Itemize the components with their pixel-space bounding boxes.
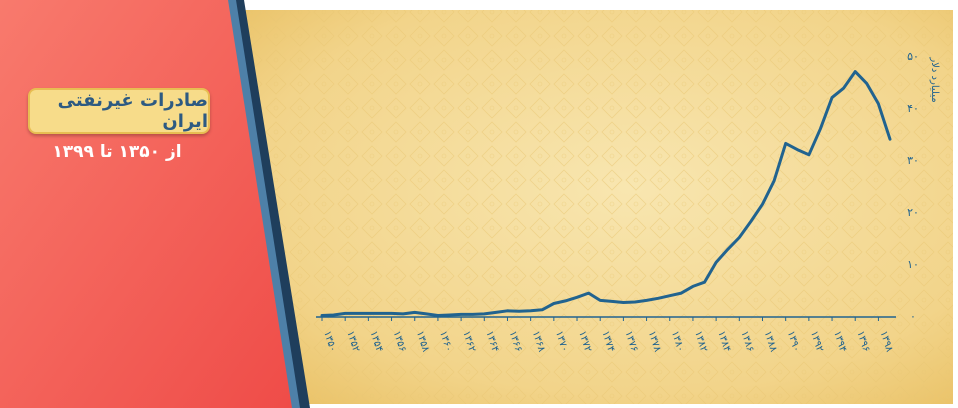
x-tick-label: ۱۳۶۶ [507,330,524,354]
x-tick-label: ۱۳۷۰ [553,330,570,354]
x-tick-label: ۱۳۶۰ [437,330,454,354]
x-tick-label: ۱۳۵۰ [321,330,338,354]
y-tick-label: ۵۰ [907,50,919,63]
y-tick-label: ۲۰ [907,206,919,219]
chart-subtitle: از ۱۳۵۰ تا ۱۳۹۹ [52,142,182,162]
x-tick-label: ۱۳۹۴ [831,330,848,354]
x-tick-label: ۱۳۵۶ [391,330,408,354]
x-tick-label: ۱۳۸۲ [692,330,709,354]
chart-title-box: صادرات غیرنفتی ایران [28,88,210,134]
x-tick-label: ۱۳۶۲ [460,330,477,354]
series-line-layer [320,70,892,317]
x-tick-labels: ۱۳۵۰ ۱۳۵۲ ۱۳۵۴ ۱۳۵۶ ۱۳۵۸ ۱۳۶۰ ۱۳۶۲ ۱۳۶۴ ۱۳۶۶ ۱۳۶۸… [321,317,895,354]
chart-title: صادرات غیرنفتی ایران [57,90,208,132]
x-tick-label: ۱۳۸۴ [715,330,732,354]
series-line [320,70,892,317]
chart-panel-pattern [236,10,953,404]
y-tick-label: ۳۰ [907,154,919,167]
x-tick-label: ۱۳۸۶ [738,330,755,354]
y-tick-label: ۰ [910,310,916,323]
y-tick-labels: ۰ ۱۰ ۲۰ ۳۰ ۴۰ ۵۰ [907,50,919,323]
x-tick-label: ۱۳۵۲ [344,330,361,354]
x-tick-label: ۱۳۸۰ [669,330,686,354]
y-axis-label: میلیارد دلار [929,56,940,102]
x-tick-label: ۱۳۵۸ [414,330,431,354]
y-tick-label: ۴۰ [907,102,919,115]
x-tick-label: ۱۳۶۴ [483,330,500,354]
x-tick-label: ۱۳۷۲ [576,330,593,354]
x-tick-label: ۱۳۹۰ [785,330,802,354]
x-tick-label: ۱۳۹۶ [854,330,871,354]
x-tick-label: ۱۳۹۲ [808,330,825,354]
x-tick-label: ۱۳۹۸ [878,330,895,354]
y-tick-label: ۱۰ [907,258,919,271]
x-tick-label: ۱۳۷۶ [623,330,640,354]
x-tick-label: ۱۳۸۸ [762,330,779,354]
x-tick-label: ۱۳۷۴ [599,330,616,354]
x-tick-label: ۱۳۵۴ [368,330,385,354]
x-tick-label: ۱۳۶۸ [530,330,547,354]
x-tick-label: ۱۳۷۸ [646,330,663,354]
